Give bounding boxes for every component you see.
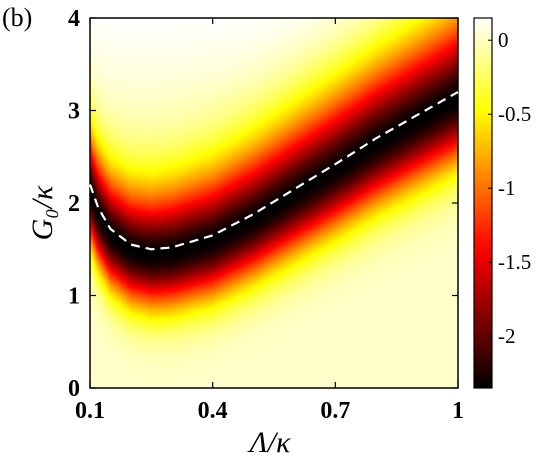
x-axis-label: Λ/κ (247, 426, 291, 459)
x-tick-label: 0.7 (320, 398, 350, 424)
heatmap-image (90, 18, 458, 388)
y-tick-label: 2 (68, 191, 80, 217)
y-tick-label: 3 (68, 99, 80, 125)
colorbar-tick-label: -2 (498, 324, 516, 348)
y-tick-label: 0 (68, 376, 80, 402)
y-tick-label: 1 (68, 284, 80, 310)
heatmap-plot (89, 17, 459, 389)
colorbar-gradient (473, 17, 493, 389)
colorbar-tick-label: -1 (498, 176, 516, 200)
x-axis-ticks: 0.1 0.4 0.7 1 (75, 18, 464, 424)
panel-label: (b) (2, 3, 32, 32)
x-tick-label: 1 (452, 398, 464, 424)
y-axis-label: G₀/κ (26, 185, 59, 240)
colorbar-tick-label: -1.5 (498, 250, 531, 274)
colorbar-tick-label: 0 (498, 28, 509, 52)
colorbar: 0 -0.5 -1 -1.5 -2 (473, 17, 531, 389)
optimal-curve-line (88, 91, 459, 251)
x-tick-label: 0.4 (198, 398, 228, 424)
optimal-curve-group (88, 91, 459, 251)
x-tick-label: 0.1 (75, 398, 105, 424)
y-tick-label: 4 (68, 6, 80, 32)
colorbar-tick-label: -0.5 (498, 102, 531, 126)
y-axis-ticks: 0 1 2 3 4 (68, 6, 458, 402)
